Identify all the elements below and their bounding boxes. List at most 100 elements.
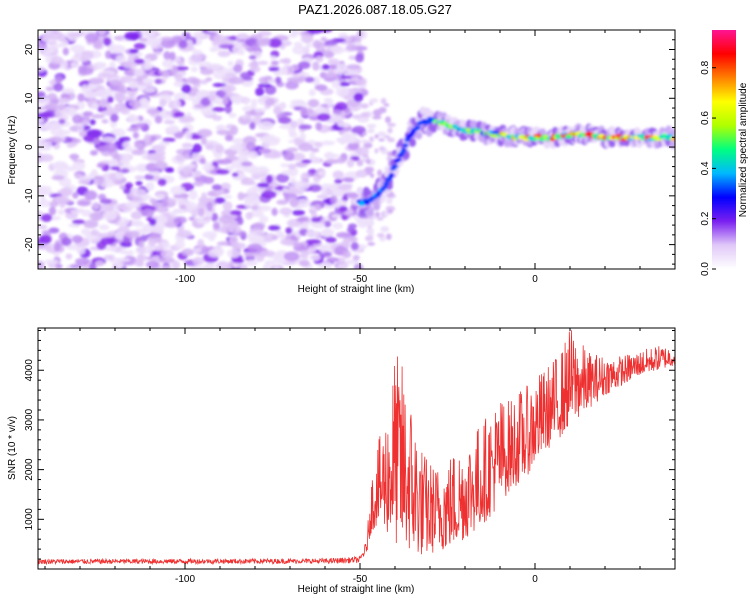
noise-blob	[342, 250, 352, 259]
noise-blob	[230, 125, 239, 135]
noise-blob	[115, 171, 124, 179]
noise-blob	[243, 251, 259, 257]
noise-blob	[268, 38, 283, 48]
noise-blob	[61, 237, 72, 247]
noise-blob	[157, 215, 168, 225]
noise-blob	[335, 68, 344, 76]
noise-blob	[173, 99, 181, 109]
noise-blob	[75, 257, 91, 266]
noise-blob	[78, 179, 91, 185]
noise-blob	[49, 30, 63, 41]
noise-blob	[233, 64, 243, 73]
noise-blob	[245, 259, 258, 267]
noise-blob	[139, 97, 149, 106]
noise-blob	[318, 251, 333, 258]
noise-blob	[38, 185, 52, 191]
colorbar-tick-label: 0.0	[700, 262, 711, 276]
noise-blob	[209, 46, 218, 53]
noise-blob	[98, 193, 107, 201]
noise-blob	[312, 61, 320, 71]
noise-blob	[58, 118, 66, 125]
noise-blob	[171, 197, 187, 203]
noise-blob	[189, 265, 206, 269]
noise-blob	[179, 116, 195, 123]
noise-blob	[212, 222, 221, 230]
noise-blob	[47, 92, 58, 101]
noise-blob	[342, 131, 350, 140]
noise-blob	[300, 249, 309, 259]
noise-blob	[134, 58, 145, 65]
noise-blob	[245, 212, 253, 220]
snr-line	[38, 330, 675, 566]
noise-blob	[133, 142, 144, 149]
noise-blob	[72, 161, 86, 171]
noise-blob	[173, 111, 185, 118]
noise-blob	[160, 39, 176, 49]
noise-blob	[38, 139, 48, 149]
noise-blob	[71, 138, 82, 144]
noise-blob	[72, 219, 85, 225]
noise-blob	[314, 204, 321, 210]
noise-blob	[81, 209, 93, 217]
noise-blob	[321, 64, 331, 70]
signal-ridge	[356, 106, 675, 219]
noise-blob	[48, 206, 57, 216]
noise-blob	[369, 136, 375, 143]
noise-blob	[327, 58, 340, 66]
noise-blob	[146, 108, 160, 115]
noise-blob	[246, 187, 258, 197]
noise-blob	[169, 51, 176, 61]
colorbar-bar	[712, 30, 736, 269]
noise-blob	[229, 144, 244, 151]
noise-blob	[38, 243, 52, 250]
noise-blob	[335, 101, 348, 111]
signal-core	[383, 181, 390, 186]
noise-blob	[378, 146, 386, 151]
noise-blob	[257, 148, 272, 154]
noise-blob	[50, 56, 64, 65]
noise-blob	[83, 219, 99, 229]
noise-blob	[376, 233, 385, 238]
noise-blob	[176, 229, 193, 238]
noise-blob	[142, 78, 154, 85]
noise-blob	[314, 84, 328, 91]
noise-blob	[239, 263, 248, 269]
noise-blob	[306, 248, 316, 253]
noise-blob	[231, 172, 239, 177]
noise-blob	[309, 254, 321, 261]
noise-blob	[275, 173, 290, 183]
noise-blob	[135, 180, 143, 186]
noise-blob	[323, 97, 332, 104]
noise-blob	[320, 36, 328, 42]
signal-core	[672, 136, 675, 141]
signal-halo	[539, 128, 547, 136]
signal-core	[388, 172, 395, 177]
noise-blob	[227, 60, 234, 67]
noise-blob	[221, 209, 231, 215]
noise-blob	[259, 215, 269, 224]
noise-blob	[248, 55, 257, 60]
noise-blob	[335, 116, 343, 126]
noise-blob	[76, 246, 86, 255]
noise-blob	[380, 226, 390, 233]
noise-blob	[353, 263, 364, 269]
noise-blob	[320, 140, 336, 146]
noise-blob	[294, 180, 311, 191]
noise-blob	[374, 148, 379, 154]
noise-blob	[300, 172, 310, 181]
noise-blob	[128, 80, 139, 90]
noise-blob	[171, 64, 178, 75]
noise-blob	[347, 223, 358, 229]
noise-blob	[366, 171, 373, 175]
noise-blob	[387, 137, 395, 143]
y-tick-label: 20	[24, 44, 35, 56]
noise-blob	[241, 76, 254, 81]
noise-blob	[207, 233, 216, 242]
noise-blob	[307, 99, 319, 108]
noise-blob	[335, 231, 351, 239]
noise-blob	[142, 208, 155, 217]
noise-blob	[271, 207, 278, 217]
noise-blob	[256, 38, 271, 47]
noise-blob	[317, 113, 331, 122]
